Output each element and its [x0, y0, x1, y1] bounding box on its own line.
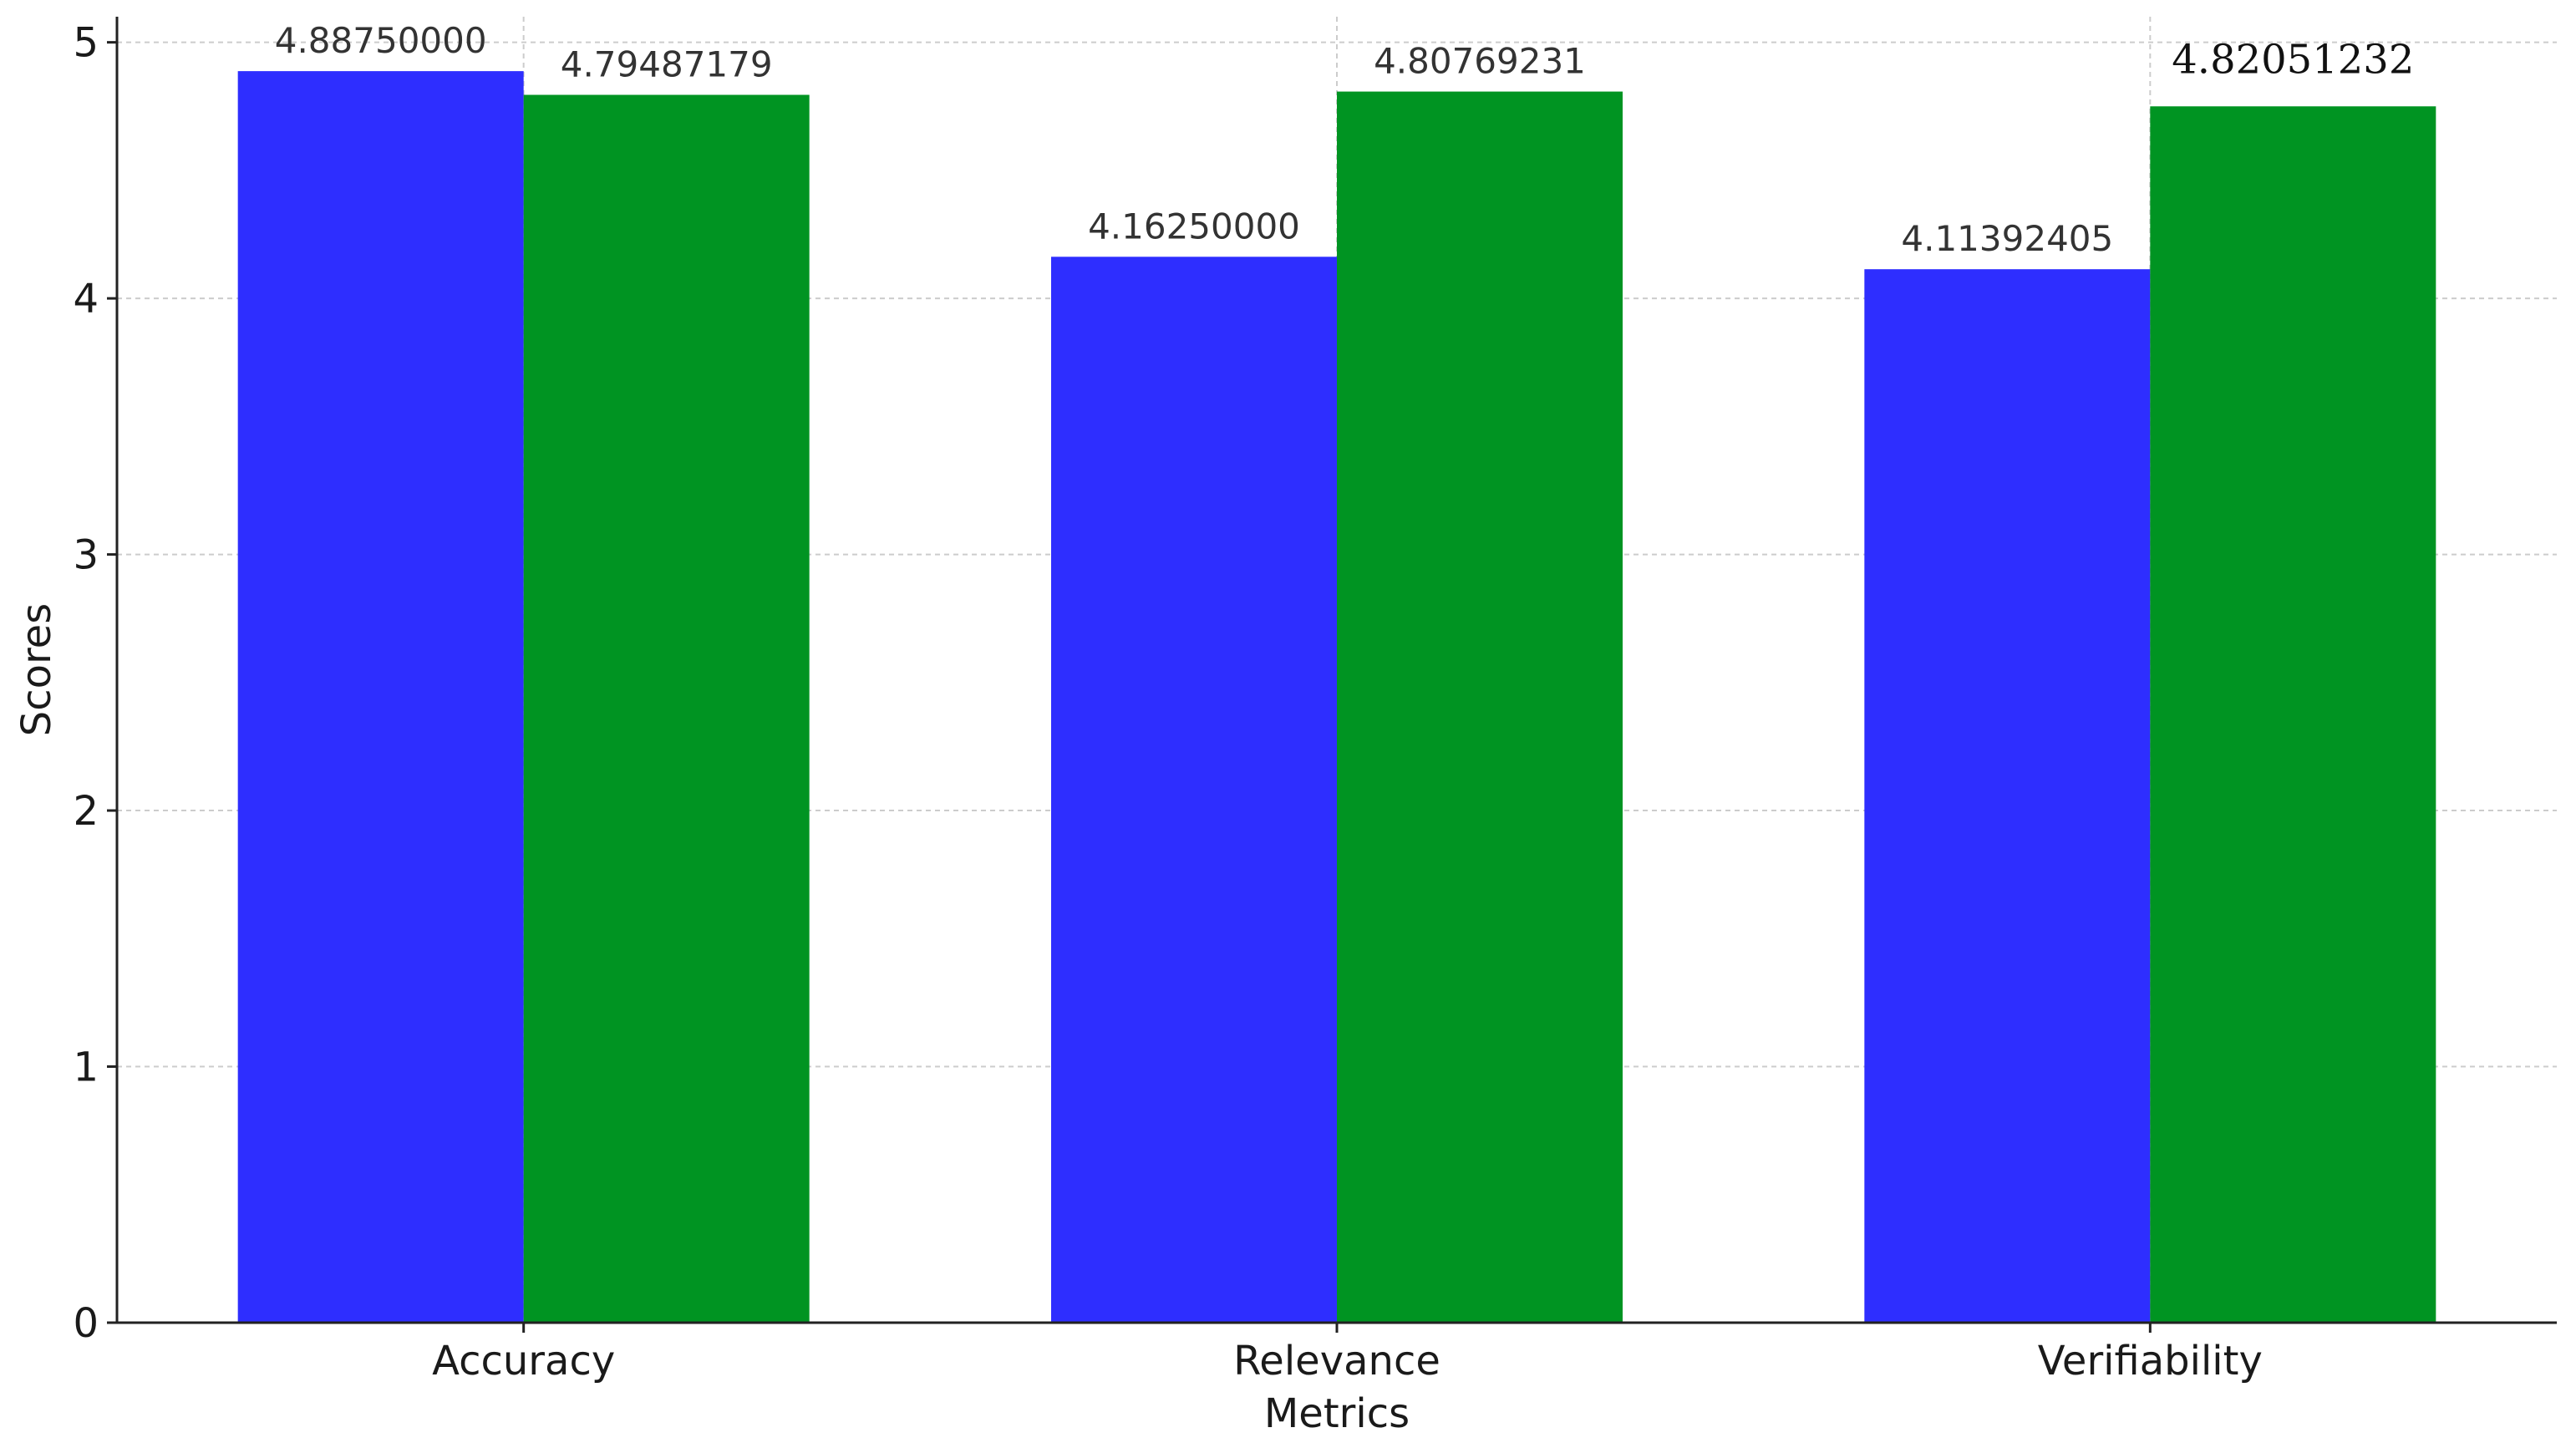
y-tick-label: 4: [73, 276, 99, 323]
bar-data-label: 4.11392405: [1901, 218, 2113, 259]
bar: [2150, 106, 2436, 1324]
y-tick-label: 5: [73, 20, 99, 67]
bar-data-label: 4.82051232: [2172, 36, 2414, 83]
bar-data-label: 4.16250000: [1088, 206, 1300, 246]
bar-data-label: 4.80769231: [1374, 41, 1586, 82]
bar: [523, 94, 810, 1324]
bar: [237, 71, 524, 1323]
bar-layer: [237, 71, 2436, 1324]
x-tick-label: Relevance: [1233, 1338, 1440, 1384]
x-tick-label: Verifiability: [2038, 1338, 2263, 1384]
label-layer: 4.88750000 4.79487179 4.16250000 4.80769231…: [275, 20, 2415, 259]
bar: [1337, 91, 1623, 1323]
bar-data-label: 4.79487179: [561, 44, 773, 85]
bar-data-label: 4.88750000: [275, 20, 487, 61]
y-tick-label: 1: [73, 1044, 99, 1091]
x-axis-title: Metrics: [1264, 1390, 1410, 1437]
bar: [1051, 257, 1337, 1323]
y-tick-label: 2: [73, 788, 99, 835]
y-tick-label: 0: [73, 1300, 99, 1347]
bar: [1864, 269, 2151, 1324]
y-axis-title: Scores: [13, 603, 60, 736]
axis-layer: 0 1 2 3 4 5 Accuracy Relevance Verifiability: [73, 17, 2557, 1384]
y-tick-label: 3: [73, 532, 99, 579]
x-tick-label: Accuracy: [432, 1338, 615, 1384]
